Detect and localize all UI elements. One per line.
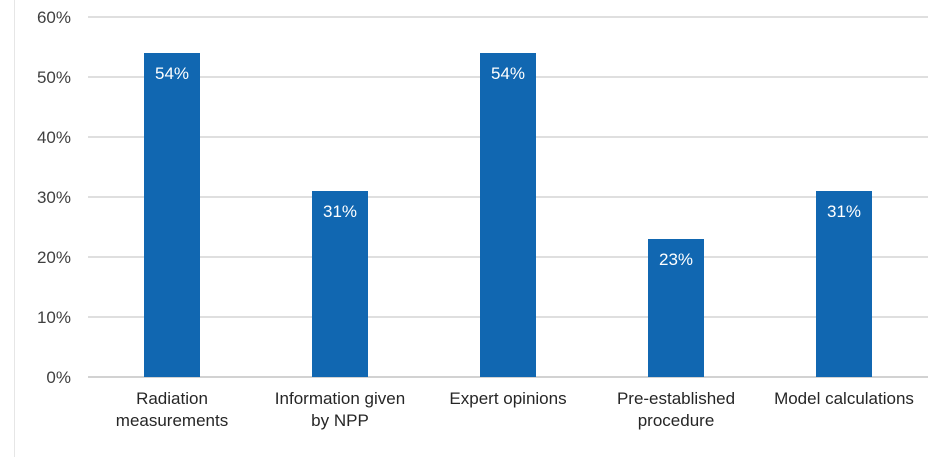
bar-value-label: 54% bbox=[491, 64, 525, 83]
bar bbox=[816, 191, 872, 377]
x-category-label: measurements bbox=[116, 411, 228, 430]
y-tick-label: 60% bbox=[37, 8, 71, 27]
y-tick-label: 20% bbox=[37, 248, 71, 267]
x-category-label: Radiation bbox=[136, 389, 208, 408]
bar-value-label: 31% bbox=[827, 202, 861, 221]
y-tick-label: 40% bbox=[37, 128, 71, 147]
y-tick-label: 50% bbox=[37, 68, 71, 87]
bar bbox=[648, 239, 704, 377]
y-tick-label: 10% bbox=[37, 308, 71, 327]
x-category-label: procedure bbox=[638, 411, 715, 430]
x-category-label: Information given bbox=[275, 389, 405, 408]
bar-value-label: 23% bbox=[659, 250, 693, 269]
bar-value-label: 31% bbox=[323, 202, 357, 221]
y-tick-label: 30% bbox=[37, 188, 71, 207]
bar-value-label: 54% bbox=[155, 64, 189, 83]
bar bbox=[144, 53, 200, 377]
x-category-label: by NPP bbox=[311, 411, 369, 430]
y-tick-label: 0% bbox=[46, 368, 71, 387]
bar bbox=[480, 53, 536, 377]
x-category-label: Model calculations bbox=[774, 389, 914, 408]
x-category-label: Expert opinions bbox=[449, 389, 566, 408]
x-category-label: Pre-established bbox=[617, 389, 735, 408]
bar bbox=[312, 191, 368, 377]
